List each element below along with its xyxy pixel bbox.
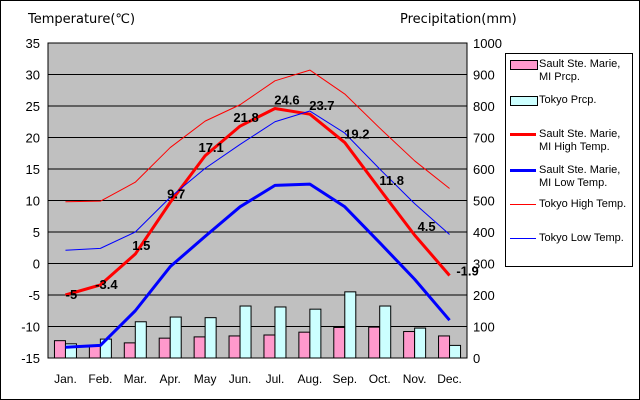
precip-bar	[344, 291, 357, 359]
right-tick-label: 300	[473, 257, 495, 272]
right-tick-label: 200	[473, 288, 495, 303]
precip-bar	[309, 308, 322, 359]
data-label: 23.7	[309, 98, 334, 113]
legend: Sault Ste. Marie, MI Prcp. Tokyo Prcp. S…	[505, 53, 633, 267]
left-tick-label: 0	[33, 257, 40, 272]
legend-line-tokyo-low	[510, 238, 536, 239]
precip-bar	[438, 335, 451, 359]
precip-bar	[193, 336, 206, 359]
legend-item-ssm-low: Sault Ste. Marie, MI Low Temp.	[506, 162, 632, 202]
legend-label-tokyo-low: Tokyo Low Temp.	[539, 232, 624, 244]
right-tick-label: 900	[473, 68, 495, 83]
data-label: 24.6	[274, 93, 299, 108]
precip-bar	[88, 345, 101, 359]
temp-line	[65, 69, 450, 203]
legend-line-tokyo-high	[510, 204, 536, 205]
right-tick-label: 700	[473, 131, 495, 146]
legend-swatch-ssm-precip	[510, 60, 538, 70]
x-tick-label: May	[194, 372, 217, 386]
left-tick-label: -5	[28, 288, 40, 303]
legend-line-ssm-high	[510, 133, 536, 136]
legend-label-ssm-low: Sault Ste. Marie, MI Low Temp.	[539, 164, 621, 189]
left-tick-label: -15	[21, 351, 40, 366]
right-axis-title: Precipitation(mm)	[400, 12, 517, 27]
legend-item-tokyo-precip: Tokyo Prcp.	[506, 92, 632, 132]
precip-bar	[169, 316, 182, 359]
temp-line	[65, 182, 451, 349]
precip-bar	[134, 321, 147, 359]
x-tick-label: Aug.	[298, 372, 323, 386]
left-tick-label: 15	[26, 162, 40, 177]
x-tick-label: Apr.	[160, 372, 181, 386]
left-tick-label: 20	[26, 131, 40, 146]
precip-bar	[333, 326, 346, 359]
temp-line	[65, 107, 451, 297]
left-axis-title: Temperature(℃)	[28, 12, 136, 27]
x-tick-label: Jun.	[229, 372, 252, 386]
precip-bar	[158, 337, 171, 359]
left-tick-label: 5	[33, 225, 40, 240]
data-label: 21.8	[233, 110, 258, 125]
left-tick-label: 25	[26, 99, 40, 114]
precip-bar	[228, 335, 241, 359]
x-tick-label: Jul.	[266, 372, 285, 386]
data-label: 17.1	[198, 140, 223, 155]
right-tick-label: 100	[473, 320, 495, 335]
precip-bar	[368, 326, 381, 359]
precip-bar	[403, 331, 416, 359]
data-label: -1.9	[456, 263, 478, 278]
precip-bar	[414, 327, 427, 359]
temp-line	[65, 110, 450, 251]
x-tick-label: Mar.	[124, 372, 147, 386]
precip-bar	[53, 340, 66, 359]
precip-bar	[274, 306, 287, 359]
legend-item-ssm-precip: Sault Ste. Marie, MI Prcp.	[506, 56, 632, 96]
right-tick-label: 500	[473, 194, 495, 209]
legend-item-tokyo-high: Tokyo High Temp.	[506, 196, 632, 236]
data-label: 11.8	[379, 173, 404, 188]
left-tick-label: -10	[21, 320, 40, 335]
left-tick-label: 35	[26, 36, 40, 51]
data-label: 9.7	[167, 186, 185, 201]
x-tick-label: Dec.	[437, 372, 462, 386]
right-tick-label: 400	[473, 225, 495, 240]
data-label: -5	[66, 287, 78, 302]
x-tick-label: Jan.	[54, 372, 77, 386]
precip-bar	[204, 317, 217, 359]
right-tick-label: 1000	[473, 36, 502, 51]
data-label: 1.5	[132, 238, 150, 253]
x-tick-label: Sep.	[332, 372, 357, 386]
data-label: 4.5	[418, 219, 436, 234]
legend-label-ssm-precip: Sault Ste. Marie, MI Prcp.	[539, 58, 621, 83]
left-tick-label: 30	[26, 68, 40, 83]
precip-bar	[298, 331, 311, 359]
x-tick-label: Feb.	[88, 372, 112, 386]
legend-label-tokyo-precip: Tokyo Prcp.	[539, 94, 597, 106]
precip-bar	[449, 344, 462, 359]
right-tick-label: 600	[473, 162, 495, 177]
left-tick-label: 10	[26, 194, 40, 209]
precip-bar	[239, 305, 252, 359]
data-label: -3.4	[95, 277, 118, 292]
precip-bar	[64, 343, 77, 359]
precip-bar	[263, 334, 276, 359]
x-tick-label: Oct.	[369, 372, 391, 386]
precip-bar	[379, 305, 392, 359]
legend-swatch-tokyo-precip	[510, 96, 538, 106]
legend-item-ssm-high: Sault Ste. Marie, MI High Temp.	[506, 126, 632, 166]
legend-line-ssm-low	[510, 169, 536, 172]
right-tick-label: 800	[473, 99, 495, 114]
data-label: 19.2	[344, 127, 369, 142]
precip-bar	[123, 342, 136, 359]
legend-label-tokyo-high: Tokyo High Temp.	[539, 198, 627, 210]
x-tick-label: Nov.	[403, 372, 427, 386]
legend-label-ssm-high: Sault Ste. Marie, MI High Temp.	[539, 128, 621, 153]
legend-item-tokyo-low: Tokyo Low Temp.	[506, 230, 632, 270]
right-tick-label: 0	[473, 351, 480, 366]
